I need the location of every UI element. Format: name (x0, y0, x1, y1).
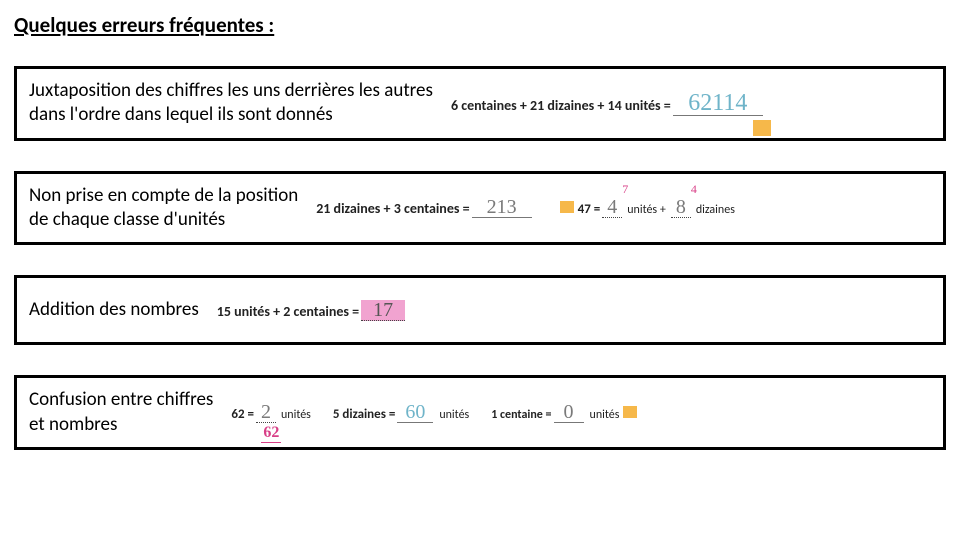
answer-3: 17 (361, 300, 405, 321)
example-area-1: 6 centaines + 21 dizaines + 14 unités = … (451, 91, 931, 116)
formula-2a: 21 dizaines + 3 centaines = 213 (316, 197, 533, 218)
answer-4a: 2 (256, 402, 276, 423)
example-area-2: 21 dizaines + 3 centaines = 213 47 = 4 7… (316, 197, 931, 218)
formula-2b: 47 = 4 7 unités + 8 4 dizaines (556, 197, 735, 218)
formula-1: 6 centaines + 21 dizaines + 14 unités = … (451, 91, 765, 116)
error-box-1: Juxtaposition des chiffres les uns derri… (14, 66, 946, 141)
example-area-4: 62 = 2 unités 62 5 dizaines = 60 unités … (231, 402, 931, 423)
label-4a: unités (281, 408, 311, 422)
example-area-3: 15 unités + 2 centaines = 17 (217, 300, 931, 321)
desc-1: Juxtaposition des chiffres les uns derri… (29, 79, 433, 128)
error-box-3: Addition des nombres 15 unités + 2 centa… (14, 275, 946, 345)
label-2b1: unités + (627, 203, 666, 217)
answer-2b1: 4 7 (602, 197, 622, 218)
correction-2b2: 4 (691, 183, 697, 195)
formula-3-text: 15 unités + 2 centaines = (217, 303, 359, 320)
formula-2b-pre: 47 = (578, 202, 601, 217)
answer-4c: 0 (554, 402, 584, 423)
correction-4a: 62 (261, 424, 281, 443)
formula-2a-text: 21 dizaines + 3 centaines = (316, 200, 469, 217)
sticky-icon (753, 120, 771, 136)
formula-3: 15 unités + 2 centaines = 17 (217, 300, 407, 321)
error-box-2: Non prise en compte de la positionde cha… (14, 171, 946, 246)
formula-4b: 5 dizaines = 60 unités (333, 402, 469, 423)
error-box-4: Confusion entre chiffreset nombres 62 = … (14, 375, 946, 450)
formula-4b-pre: 5 dizaines = (333, 407, 395, 422)
page-title: Quelques erreurs fréquentes : (14, 12, 946, 38)
formula-4c: 1 centaine = 0 unités (491, 402, 637, 423)
formula-4c-pre: 1 centaine = (491, 408, 551, 422)
answer-4b: 60 (397, 402, 433, 423)
desc-3: Addition des nombres (29, 298, 199, 322)
answer-2b2: 8 4 (671, 197, 691, 218)
label-4c: unités (590, 408, 620, 422)
formula-1-text: 6 centaines + 21 dizaines + 14 unités = (451, 97, 671, 114)
sticky-icon (623, 406, 637, 418)
formula-4a-pre: 62 = (231, 407, 254, 422)
correction-2b1: 7 (622, 183, 628, 195)
label-4b: unités (439, 408, 469, 422)
label-2b2: dizaines (696, 203, 735, 217)
desc-4: Confusion entre chiffreset nombres (29, 388, 213, 437)
desc-2: Non prise en compte de la positionde cha… (29, 184, 298, 233)
formula-4a: 62 = 2 unités 62 (231, 402, 311, 423)
answer-1: 62114 (673, 91, 763, 116)
answer-2a: 213 (472, 197, 532, 218)
sticky-icon (560, 201, 574, 213)
